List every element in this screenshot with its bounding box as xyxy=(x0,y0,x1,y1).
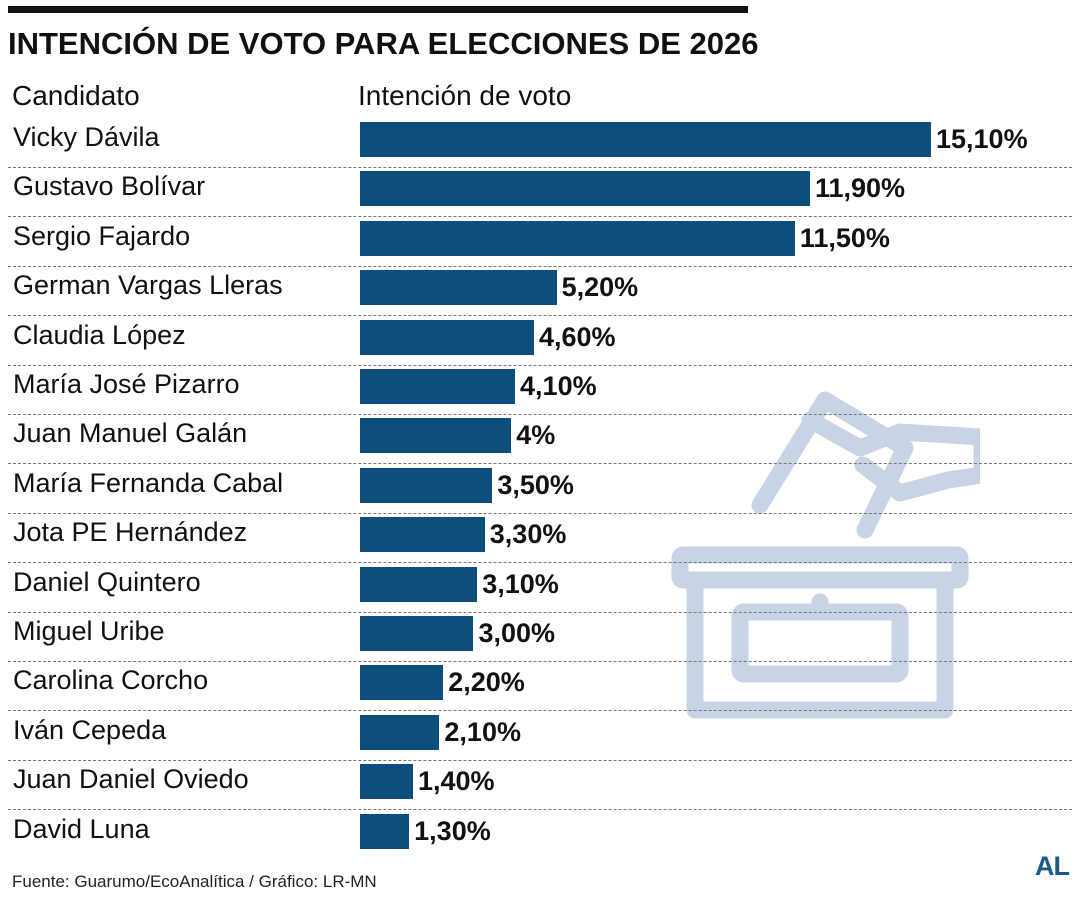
bar xyxy=(360,171,810,207)
data-label: 11,50% xyxy=(799,222,890,253)
data-label: 3,00% xyxy=(478,618,555,648)
data-label: 4,10% xyxy=(520,371,597,401)
bar xyxy=(360,270,557,306)
bar-row: Vicky Dávila 15,10% xyxy=(8,119,1072,168)
data-label: 3,10% xyxy=(482,568,559,599)
data-label: 4% xyxy=(516,420,556,451)
row-divider xyxy=(8,710,1072,712)
row-divider xyxy=(8,661,1072,662)
data-label: 1,40% xyxy=(417,766,495,797)
candidate-name: Vicky Dávila xyxy=(13,122,160,152)
bar-row: Daniel Quintero 3,10% xyxy=(8,564,1072,613)
row-divider xyxy=(8,463,1072,465)
chart-title: INTENCIÓN DE VOTO PARA ELECCIONES DE 202… xyxy=(8,26,759,61)
candidate-name: María José Pizarro xyxy=(13,369,240,399)
row-divider xyxy=(8,759,1072,761)
data-label: 2,20% xyxy=(448,667,525,698)
bar-row: Claudia López 4,60% xyxy=(8,317,1072,366)
candidate-name: Carolina Corcho xyxy=(13,665,209,696)
candidate-name: Miguel Uribe xyxy=(13,616,165,646)
data-label: 5,20% xyxy=(561,272,639,303)
row-divider xyxy=(8,315,1072,317)
bar-row: Iván Cepeda 2,10% xyxy=(8,712,1072,761)
row-divider xyxy=(8,414,1072,415)
bar xyxy=(360,813,410,849)
row-divider xyxy=(8,611,1072,613)
bar-row: Miguel Uribe 3,00% xyxy=(8,613,1072,662)
bar-row: Juan Daniel Oviedo 1,40% xyxy=(8,761,1072,811)
data-label: 4,60% xyxy=(538,321,616,352)
bar xyxy=(360,369,516,404)
data-label: 1,30% xyxy=(414,815,491,846)
candidate-name: Daniel Quintero xyxy=(13,566,201,597)
data-label: 3,50% xyxy=(497,469,574,500)
data-label: 3,30% xyxy=(489,519,567,550)
candidate-name: Juan Daniel Oviedo xyxy=(13,764,249,795)
candidate-name: Claudia López xyxy=(13,319,186,350)
row-divider xyxy=(8,167,1072,168)
bar xyxy=(360,714,440,750)
bar-row: David Luna 1,30% xyxy=(8,811,1072,860)
bar-row: Gustavo Bolívar 11,90% xyxy=(8,168,1072,218)
ballot-box-icon xyxy=(671,391,980,719)
row-divider xyxy=(8,562,1072,564)
bar xyxy=(360,764,413,800)
data-label: 15,10% xyxy=(936,124,1028,154)
bar-row: María José Pizarro 4,10% xyxy=(8,366,1072,415)
data-label: 2,10% xyxy=(444,716,521,747)
bar xyxy=(360,220,795,256)
bar-row: Juan Manuel Galán 4% xyxy=(8,415,1072,465)
row-divider xyxy=(8,809,1072,811)
bar xyxy=(360,418,512,454)
row-divider xyxy=(8,364,1072,366)
bar xyxy=(360,616,474,651)
candidate-name: Gustavo Bolívar xyxy=(13,171,206,202)
candidate-name: Jota PE Hernández xyxy=(13,517,248,548)
row-divider xyxy=(8,512,1072,514)
bar-row: María Fernanda Cabal 3,50% xyxy=(8,465,1072,514)
bar xyxy=(360,467,493,503)
bar-row: Carolina Corcho 2,20% xyxy=(8,662,1072,712)
bar-row: Sergio Fajardo 11,50% xyxy=(8,218,1072,267)
bar-row: German Vargas Lleras 5,20% xyxy=(8,267,1072,317)
row-divider xyxy=(8,265,1072,267)
bar xyxy=(360,122,931,157)
data-label: 11,90% xyxy=(814,173,906,204)
source-note: Fuente: Guarumo/EcoAnalítica / Gráfico: … xyxy=(12,872,377,891)
bar xyxy=(360,566,478,602)
candidate-name: María Fernanda Cabal xyxy=(13,467,284,498)
bar xyxy=(360,517,485,553)
bar-row: Jota PE Hernández 3,30% xyxy=(8,514,1072,564)
candidate-name: Sergio Fajardo xyxy=(13,220,191,251)
bar xyxy=(360,319,534,355)
candidate-name: Juan Manuel Galán xyxy=(13,418,248,449)
candidate-name: German Vargas Lleras xyxy=(13,270,283,301)
bar xyxy=(360,665,444,701)
value-column-header: Intención de voto xyxy=(358,80,572,111)
candidate-name: David Luna xyxy=(13,813,150,844)
row-divider xyxy=(8,216,1072,218)
top-rule xyxy=(8,6,748,13)
candidate-column-header: Candidato xyxy=(12,80,140,111)
candidate-name: Iván Cepeda xyxy=(13,714,167,745)
publisher-logo: AL xyxy=(1035,851,1070,881)
